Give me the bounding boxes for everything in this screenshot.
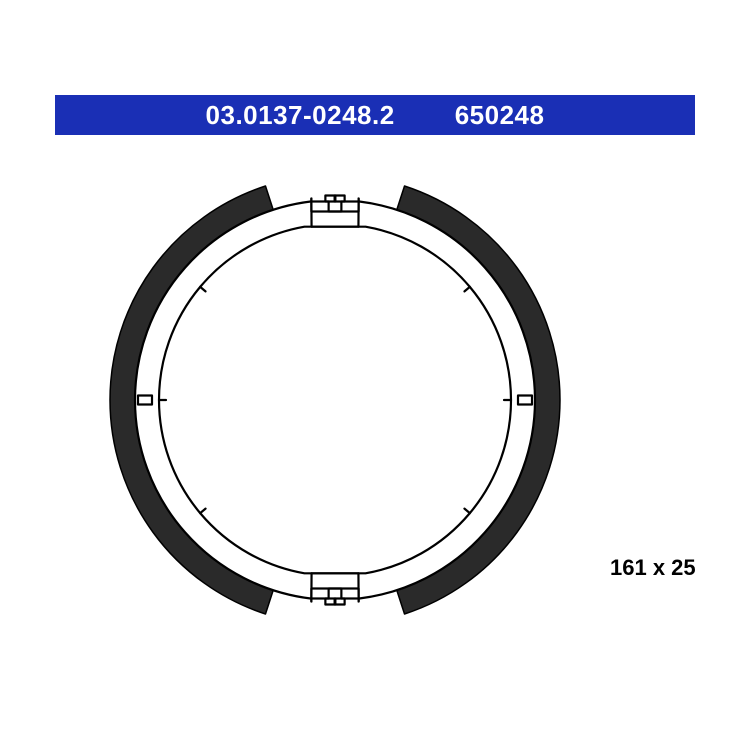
dimension-label: 161 x 25 bbox=[610, 555, 696, 581]
brake-shoe-drawing bbox=[75, 150, 595, 650]
part-number: 03.0137-0248.2 bbox=[206, 100, 395, 131]
part-header-bar: 03.0137-0248.2 650248 bbox=[55, 95, 695, 135]
part-short-code: 650248 bbox=[455, 100, 545, 131]
brake-shoe-svg bbox=[75, 150, 595, 650]
